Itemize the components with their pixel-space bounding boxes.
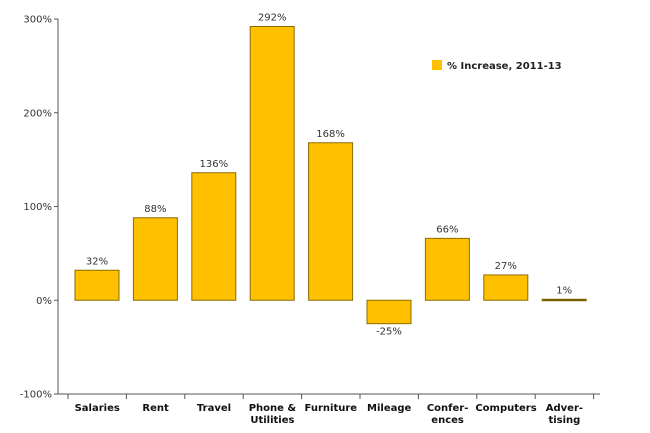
data-label: -25% <box>376 327 402 338</box>
data-label: 66% <box>436 224 458 235</box>
category-label: Travel <box>197 403 231 414</box>
data-label: 32% <box>86 256 108 267</box>
category-label: Computers <box>475 403 536 414</box>
bar <box>74 269 120 301</box>
data-label: 168% <box>316 129 345 140</box>
bar <box>366 299 412 325</box>
bar <box>424 237 470 301</box>
y-tick-label: -100% <box>20 390 52 401</box>
x-axis: Salaries Rent Travel Phone & Utilities Furnit… <box>58 393 600 426</box>
category-label: Salaries <box>75 403 120 414</box>
bar <box>541 298 587 302</box>
y-axis: -100% 0% 100% 200% 300% <box>20 15 59 401</box>
legend-label: % Increase, 2011-13 <box>447 61 562 72</box>
category-label: Confer-ences <box>427 403 469 426</box>
legend: % Increase, 2011-13 <box>432 60 562 72</box>
legend-swatch <box>432 60 442 70</box>
data-label: 1% <box>556 285 572 296</box>
bar <box>483 274 529 301</box>
category-label: Rent <box>142 403 169 414</box>
category-label: Mileage <box>367 403 411 414</box>
bar <box>249 26 295 301</box>
category-label: Phone & Utilities <box>249 403 297 426</box>
data-label: 136% <box>200 159 229 170</box>
data-label: 292% <box>258 13 287 24</box>
bars: 32% 88% 136% 292% 168% -25% 66% 27% 1% <box>74 13 587 338</box>
category-label: Furniture <box>305 403 358 414</box>
bar <box>308 142 354 301</box>
bar <box>132 217 178 301</box>
y-tick-label: 200% <box>23 108 52 119</box>
bar <box>191 172 237 301</box>
category-label: Adver-tising <box>546 403 583 426</box>
y-tick-label: 100% <box>23 202 52 213</box>
data-label: 88% <box>144 204 166 215</box>
y-tick-label: 300% <box>23 15 52 26</box>
y-tick-label: 0% <box>36 296 52 307</box>
data-label: 27% <box>495 261 517 272</box>
